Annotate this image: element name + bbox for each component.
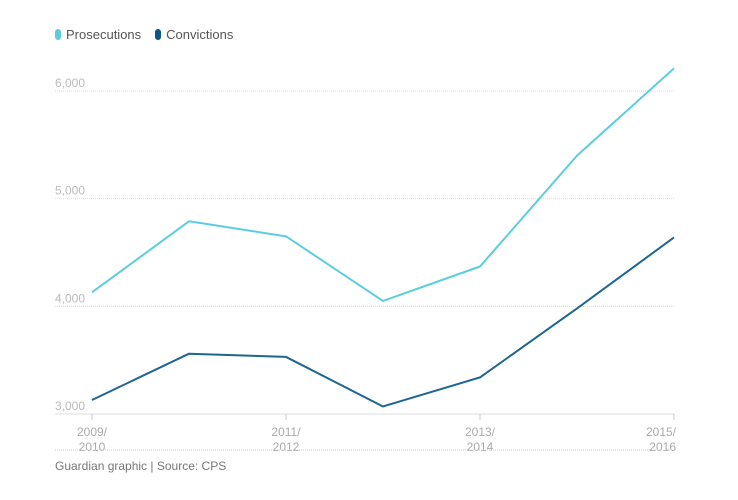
source-note: Guardian graphic | Source: CPS [55, 459, 227, 473]
legend-item-prosecutions: Prosecutions [55, 27, 141, 42]
y-tick-label: 5,000 [55, 184, 85, 198]
legend-item-convictions: Convictions [155, 27, 233, 42]
legend-label: Convictions [166, 27, 234, 42]
x-tick-label: 2015/ [646, 425, 677, 439]
x-tick-label: 2016 [649, 440, 676, 454]
x-tick-label: 2014 [467, 440, 494, 454]
legend-swatch-convictions [155, 29, 162, 40]
y-tick-label: 6,000 [55, 76, 85, 90]
legend: Prosecutions Convictions [55, 27, 233, 42]
x-tick-label: 2013/ [465, 425, 496, 439]
series-line-convictions [91, 236, 675, 408]
series-line-prosecutions [91, 67, 675, 302]
y-tick-label: 3,000 [55, 399, 85, 413]
y-tick-label: 4,000 [55, 291, 85, 305]
legend-label: Prosecutions [66, 27, 142, 42]
legend-swatch-prosecutions [55, 29, 61, 40]
x-tick-label: 2010 [79, 440, 106, 454]
x-tick-label: 2009/ [77, 425, 108, 439]
x-tick-label: 2012 [273, 440, 300, 454]
x-tick-label: 2011/ [271, 425, 301, 439]
